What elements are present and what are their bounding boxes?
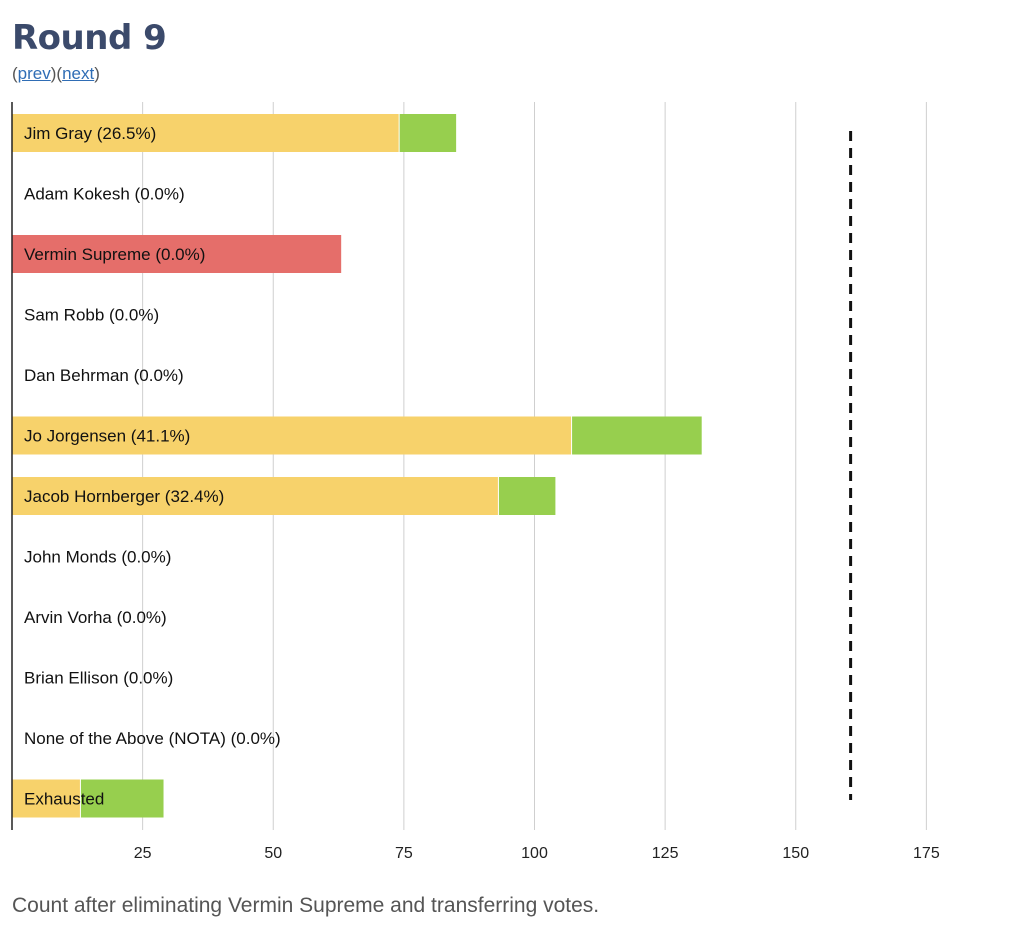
x-tick-label: 75	[395, 845, 413, 862]
bar-label: Arvin Vorha (0.0%)	[24, 608, 167, 627]
round-nav: (prev)(next)	[12, 64, 100, 83]
bar-label: John Monds (0.0%)	[24, 548, 171, 567]
bar-prior-votes	[12, 477, 498, 515]
bar-eliminated	[12, 235, 342, 273]
tick-layer: 25 50 75 100 125 150 175	[134, 845, 940, 862]
page-title: Round 9	[12, 18, 167, 58]
bar-prior-votes	[12, 114, 399, 152]
grid-layer	[142, 102, 927, 830]
bar-prior-votes	[12, 416, 572, 455]
bar-label: Brian Ellison (0.0%)	[24, 669, 173, 688]
bar-transferred-votes	[498, 477, 556, 515]
x-tick-label: 50	[264, 845, 282, 862]
bar-layer	[12, 114, 702, 818]
x-tick-label: 125	[652, 845, 679, 862]
bar-transferred-votes	[80, 779, 164, 818]
bar-label: Sam Robb (0.0%)	[24, 306, 159, 325]
x-tick-label: 150	[782, 845, 809, 862]
x-tick-label: 175	[913, 845, 940, 862]
bar-label: Adam Kokesh (0.0%)	[24, 185, 185, 204]
bar-prior-votes	[12, 779, 80, 818]
bar-label: Exhausted	[24, 790, 104, 809]
bar-transferred-votes	[399, 114, 457, 152]
bar-transferred-votes	[572, 416, 702, 455]
bar-label: Jacob Hornberger (32.4%)	[24, 487, 224, 506]
round-caption: Count after eliminating Vermin Supreme a…	[12, 894, 600, 917]
bar-label: None of the Above (NOTA) (0.0%)	[24, 729, 281, 748]
label-layer: Jim Gray (26.5%) Adam Kokesh (0.0%) Vermin…	[24, 124, 281, 809]
bar-label: Dan Behrman (0.0%)	[24, 366, 184, 385]
x-tick-label: 25	[134, 845, 152, 862]
prev-link[interactable]: prev	[17, 64, 51, 83]
x-tick-label: 100	[521, 845, 548, 862]
next-link[interactable]: next	[62, 64, 95, 83]
round-bar-chart: Jim Gray (26.5%) Adam Kokesh (0.0%) Vermin…	[11, 102, 940, 862]
bar-label: Vermin Supreme (0.0%)	[24, 245, 205, 264]
bar-label: Jo Jorgensen (41.1%)	[24, 427, 190, 446]
bar-label: Jim Gray (26.5%)	[24, 124, 156, 143]
